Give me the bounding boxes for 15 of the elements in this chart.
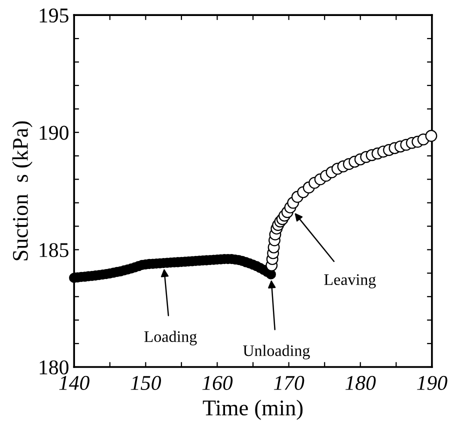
y-axis-title: Suction s (kPa) xyxy=(12,121,32,260)
x-tick-label: 190 xyxy=(417,376,448,390)
y-tick-label: 195 xyxy=(40,8,68,23)
x-tick-label: 170 xyxy=(274,376,304,390)
y-tick-label: 190 xyxy=(40,126,68,140)
y-tick-label: 185 xyxy=(40,243,68,258)
annotation: Unloading xyxy=(243,344,310,360)
annotation: Loading xyxy=(144,330,197,346)
x-tick-label: 150 xyxy=(130,376,162,390)
x-tick-label: 140 xyxy=(59,376,90,390)
x-tick-label: 180 xyxy=(345,376,376,390)
x-tick-label: 160 xyxy=(202,376,233,390)
y-tick-label: 180 xyxy=(40,360,68,374)
x-axis-title: Time (min) xyxy=(202,400,303,420)
annotation: Leaving xyxy=(324,274,376,288)
